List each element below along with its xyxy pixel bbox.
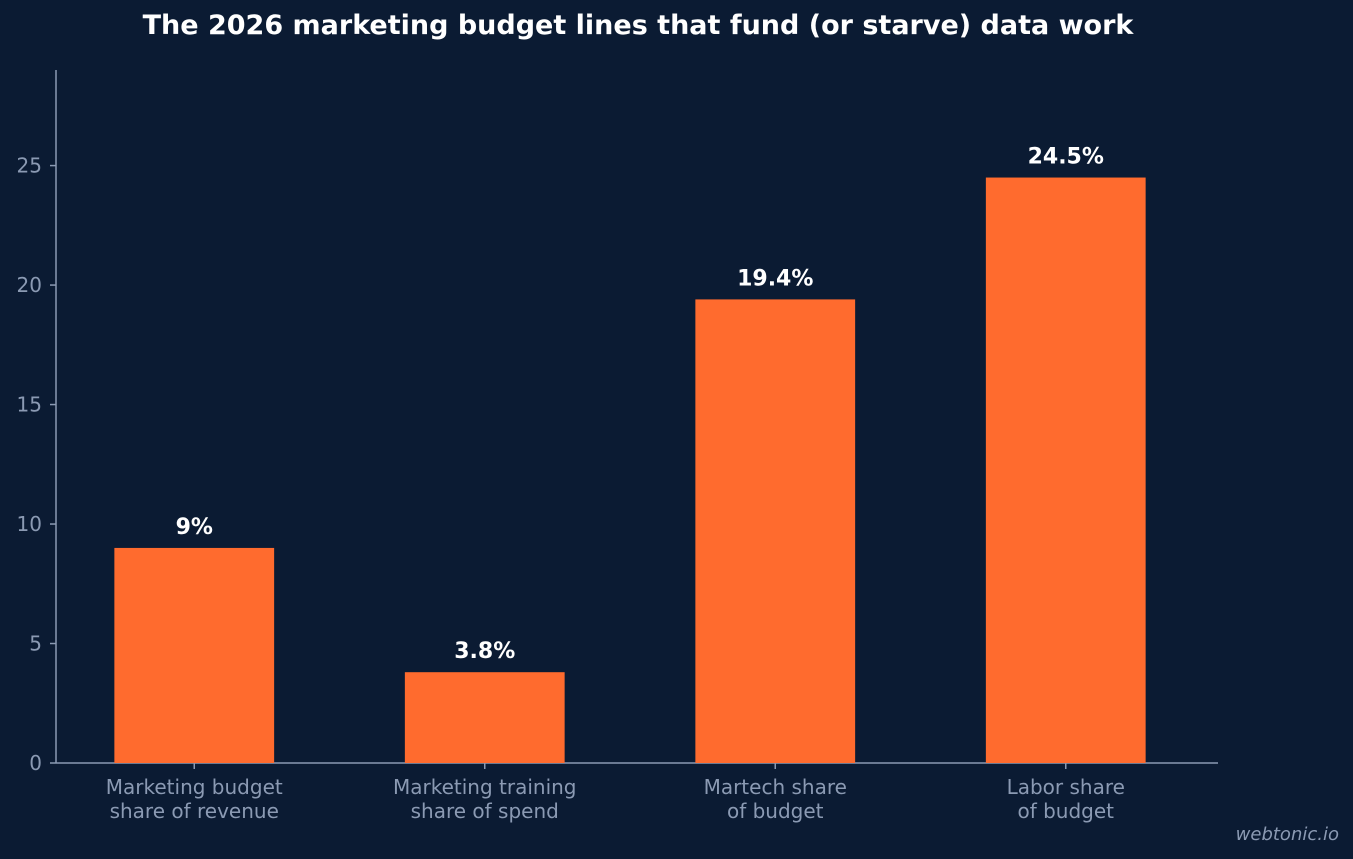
y-tick-label: 25 [17,154,42,178]
x-tick-label: of budget [727,799,824,823]
x-tick-label: Labor share [1007,775,1125,799]
bar [114,547,275,763]
x-tick-label: share of revenue [110,799,279,823]
y-tick-label: 10 [17,512,42,536]
y-tick-label: 20 [17,273,42,297]
data-label: 19.4% [737,266,813,291]
x-tick-label: Marketing training [393,775,577,799]
bar [985,177,1146,763]
data-label: 3.8% [454,639,515,664]
bar [695,299,856,763]
data-label: 24.5% [1028,145,1104,170]
data-label: 9% [176,515,213,540]
y-tick-label: 0 [29,751,42,775]
y-tick-label: 5 [29,632,42,656]
x-tick-label: Martech share [704,775,847,799]
chart-title: The 2026 marketing budget lines that fun… [142,10,1134,41]
bar [404,672,565,763]
x-tick-label: share of spend [411,799,559,823]
x-tick-label: of budget [1017,799,1114,823]
watermark: webtonic.io [1235,824,1339,845]
y-tick-label: 15 [17,393,42,417]
x-tick-label: Marketing budget [106,775,283,799]
